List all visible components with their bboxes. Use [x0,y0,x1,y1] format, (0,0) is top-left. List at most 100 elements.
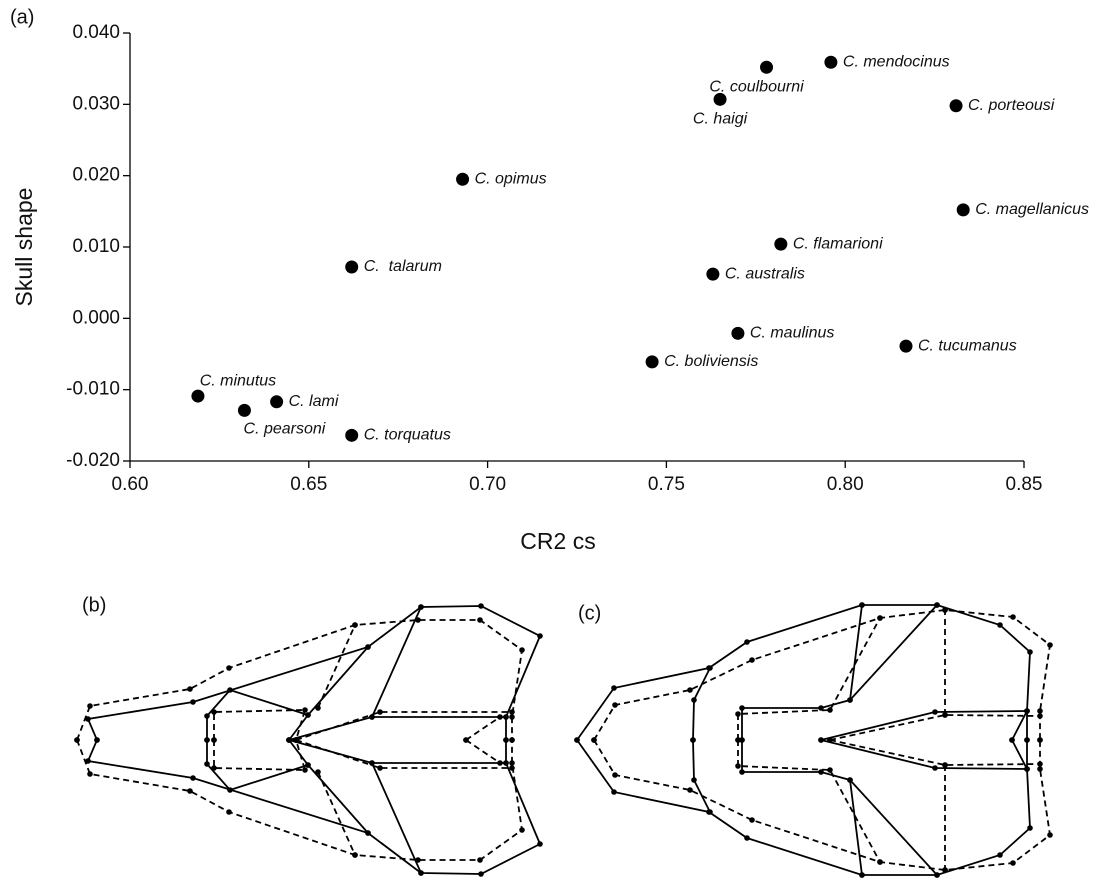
landmark [612,772,618,778]
landmark [574,737,580,743]
data-point [760,61,773,74]
landmark [942,712,948,718]
landmark [352,622,358,628]
landmark [369,760,375,766]
landmark [739,705,745,711]
landmark [859,602,865,608]
y-tick-label: 0.020 [72,165,120,186]
landmark [934,872,940,878]
figure: (a) CR2 cs Skull shape (b) (c) 0.600.650… [0,0,1116,880]
skull-outline [207,690,308,740]
landmark [497,760,503,766]
landmark [519,827,525,833]
data-point [731,327,744,340]
skull-outline [318,625,355,708]
landmark [932,709,938,715]
landmark [315,705,321,711]
skull-outline [318,772,355,855]
landmark [707,809,713,815]
landmark [735,737,741,743]
landmark [1024,708,1030,714]
point-label: C. maulinus [750,325,834,342]
landmark [735,763,741,769]
point-label: C. lami [289,393,339,410]
point-label: C. torquatus [364,427,451,444]
landmark [997,622,1003,628]
landmark [315,769,321,775]
landmark [519,647,525,653]
landmark [1010,614,1016,620]
landmark [827,767,833,773]
landmark [302,767,308,773]
x-tick-label: 0.75 [648,474,685,495]
landmark [877,859,883,865]
landmark [611,789,617,795]
landmark [942,762,948,768]
landmark [739,769,745,775]
landmark [497,714,503,720]
data-point [191,390,204,403]
point-label: C. tucumanus [918,337,1017,354]
point-label: C. australis [725,265,805,282]
skull-outline [207,740,308,790]
landmark [611,685,617,691]
point-label: C. flamarioni [793,235,883,252]
data-point [646,355,659,368]
landmark [827,707,833,713]
x-axis-label: CR2 cs [520,528,595,554]
landmark [509,765,515,771]
skull-outline [77,620,522,740]
x-tick-label: 0.60 [112,474,149,495]
landmark [827,737,833,743]
landmark [211,709,217,715]
point-label: C. talarum [364,258,442,275]
y-tick-label: 0.040 [72,22,120,43]
point-label: C. magellanicus [975,201,1089,218]
landmark [877,615,883,621]
landmark [226,809,232,815]
skull-outline [466,740,500,763]
point-label: C. coulbourni [709,78,804,95]
x-tick-label: 0.80 [827,474,864,495]
landmark [418,870,424,876]
landmark [847,697,853,703]
landmark [749,817,755,823]
landmark [1027,825,1033,831]
skull-outline [577,740,1030,875]
y-tick-label: 0.010 [72,236,120,257]
point-label: C. pearsoni [244,421,326,438]
skull-outline [594,740,1050,870]
data-point [345,260,358,273]
panel-label: (c) [578,602,601,624]
landmark [744,639,750,645]
data-point [456,173,469,186]
landmark [365,830,371,836]
point-label: C. haigi [693,111,748,128]
point-label: C. porteousi [968,97,1055,114]
y-tick-label: -0.010 [66,379,120,400]
panel-label: (a) [10,6,34,28]
landmark [190,699,196,705]
landmark [749,657,755,663]
landmark [997,852,1003,858]
landmark [859,872,865,878]
landmark [377,709,383,715]
y-tick-label: 0.000 [72,307,120,328]
data-point [270,395,283,408]
landmark [942,867,948,873]
x-tick-label: 0.70 [469,474,506,495]
landmark [509,714,515,720]
landmark [503,714,509,720]
landmark [352,852,358,858]
skull-diagrams [74,602,1053,878]
landmark [1037,713,1043,719]
landmark [691,697,697,703]
x-tick-label: 0.65 [290,474,327,495]
landmark [477,617,483,623]
skull-outline [830,715,1040,740]
landmark [1037,737,1043,743]
landmark [1024,737,1030,743]
point-label: C. boliviensis [664,353,758,370]
landmark [227,787,233,793]
landmark [537,633,543,639]
